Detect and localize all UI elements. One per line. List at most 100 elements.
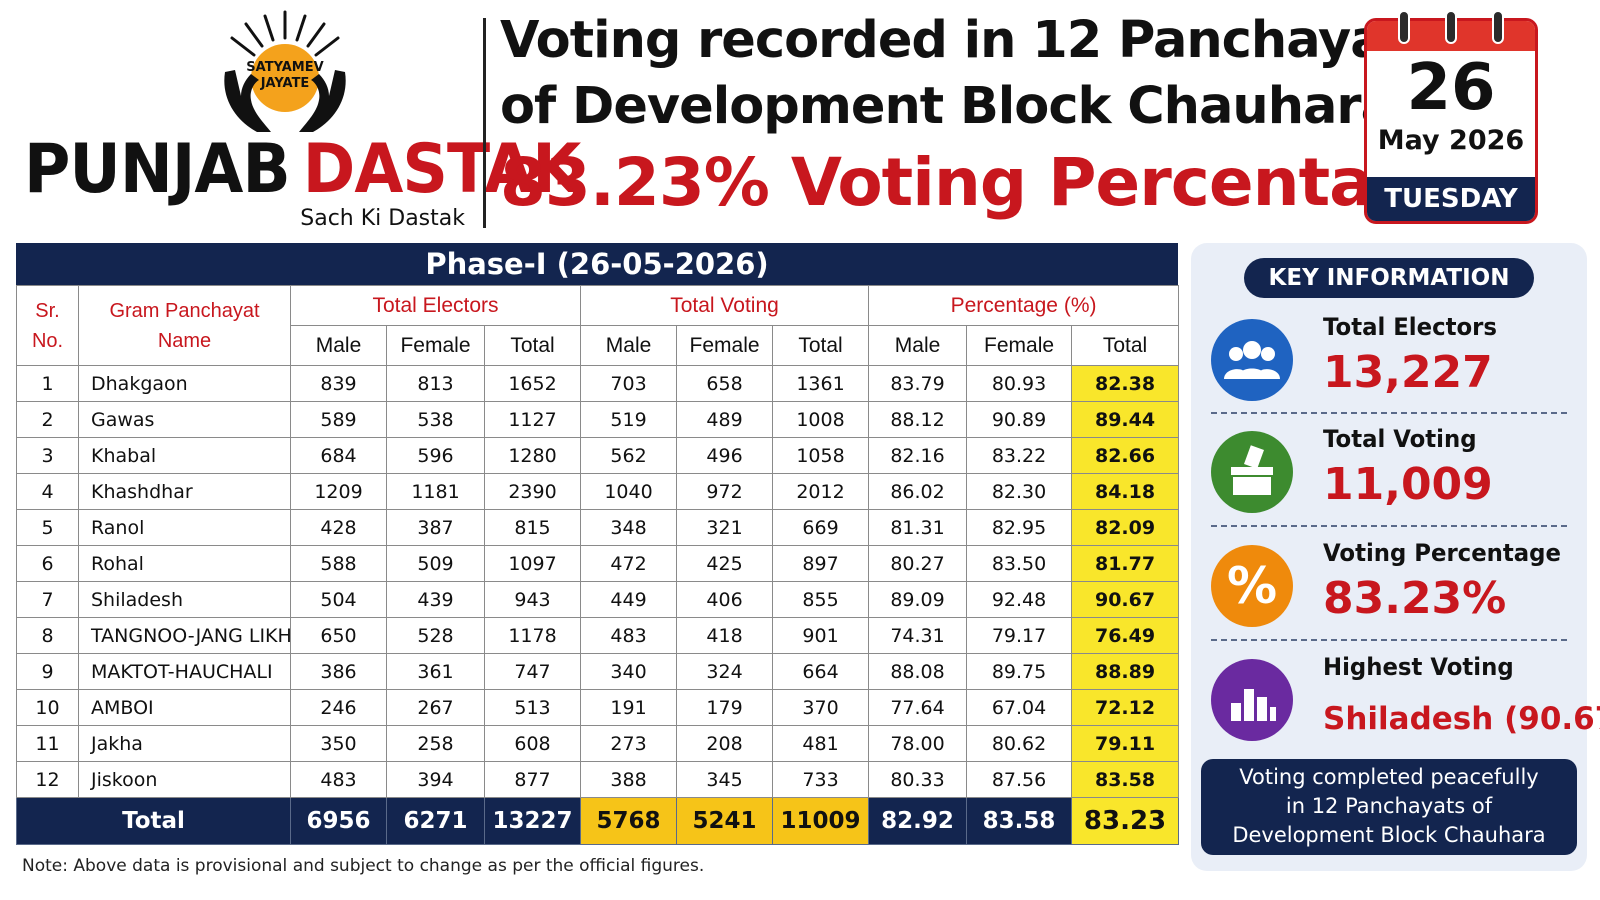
- cell-pct-total: 82.66: [1071, 437, 1180, 474]
- cell-pct-total: 83.58: [1071, 761, 1180, 798]
- divider: [1211, 525, 1567, 527]
- bar-chart-icon: [1211, 659, 1293, 741]
- total-pct-female: 83.58: [966, 797, 1073, 845]
- cell-electors-male: 504: [290, 581, 387, 618]
- cell-panchayat-name: Jiskoon: [78, 761, 291, 798]
- table-row: 12 Jiskoon 483 394 877 388 345 733 80.33 87.56 83.…: [16, 761, 1180, 798]
- cell-electors-male: 350: [290, 725, 387, 762]
- cell-pct-female: 89.75: [966, 653, 1073, 690]
- cell-electors-male: 246: [290, 689, 387, 726]
- cell-electors-total: 1652: [483, 365, 582, 402]
- table-row: 4 Khashdhar 1209 1181 2390 1040 972 2012 86.02 82…: [16, 473, 1180, 510]
- completion-message: Voting completed peacefully in 12 Pancha…: [1201, 759, 1577, 855]
- completion-message-line-3: Development Block Chauhara: [1232, 823, 1546, 847]
- cell-voting-total: 664: [772, 653, 870, 690]
- header-electors-total: Total: [483, 325, 582, 366]
- headline-line-1: Voting recorded in 12 Panchayats: [500, 11, 1437, 70]
- cell-sr-no: 2: [16, 401, 79, 438]
- cell-voting-male: 472: [580, 545, 678, 582]
- cell-voting-female: 345: [676, 761, 774, 798]
- cell-electors-female: 813: [386, 365, 485, 402]
- header-pct-female: Female: [966, 325, 1073, 366]
- total-voting-female: 5241: [676, 797, 774, 845]
- sun-hands-emblem-icon: [224, 10, 346, 132]
- completion-message-line-2: in 12 Panchayats of: [1285, 794, 1493, 818]
- key-info-title: KEY INFORMATION: [1244, 258, 1534, 298]
- cell-voting-female: 418: [676, 617, 774, 654]
- key-item-value: 11,009: [1323, 459, 1493, 510]
- cell-pct-total: 79.11: [1071, 725, 1180, 762]
- headline-line-2: of Development Block Chauhara: [500, 77, 1395, 136]
- cell-electors-female: 538: [386, 401, 485, 438]
- cell-sr-no: 12: [16, 761, 79, 798]
- cell-electors-total: 747: [483, 653, 582, 690]
- table-row: 1 Dhakgaon 839 813 1652 703 658 1361 83.79 80.93 8…: [16, 365, 1180, 402]
- cell-pct-female: 82.95: [966, 509, 1073, 546]
- cell-pct-male: 83.79: [868, 365, 968, 402]
- cell-electors-female: 267: [386, 689, 485, 726]
- total-pct-male: 82.92: [868, 797, 968, 845]
- table-total-row: Total 6956 6271 13227 5768 5241 11009 82…: [16, 797, 1180, 845]
- cell-voting-female: 208: [676, 725, 774, 762]
- cell-electors-female: 387: [386, 509, 485, 546]
- headline-percentage: 83.23% Voting Percentage: [500, 144, 1464, 221]
- total-label: Total: [16, 797, 291, 845]
- key-item-total-electors: Total Electors 13,227: [1211, 313, 1567, 413]
- cell-pct-male: 88.08: [868, 653, 968, 690]
- cell-pct-female: 83.22: [966, 437, 1073, 474]
- cell-sr-no: 8: [16, 617, 79, 654]
- key-item-label: Total Electors: [1323, 313, 1497, 341]
- cell-electors-total: 513: [483, 689, 582, 726]
- tagline: Sach Ki Dastak: [300, 206, 465, 231]
- cell-electors-male: 386: [290, 653, 387, 690]
- cell-panchayat-name: AMBOI: [78, 689, 291, 726]
- cell-electors-total: 1178: [483, 617, 582, 654]
- cell-pct-female: 80.62: [966, 725, 1073, 762]
- header-electors-female: Female: [386, 325, 485, 366]
- cell-electors-male: 1209: [290, 473, 387, 510]
- cell-electors-total: 943: [483, 581, 582, 618]
- key-item-value: 83.23%: [1323, 573, 1507, 624]
- table-row: 2 Gawas 589 538 1127 519 489 1008 88.12 90.89 89.4…: [16, 401, 1180, 438]
- cell-pct-female: 79.17: [966, 617, 1073, 654]
- cell-electors-male: 588: [290, 545, 387, 582]
- header-voting-female: Female: [676, 325, 774, 366]
- calendar-weekday: TUESDAY: [1367, 177, 1535, 221]
- table-row: 10 AMBOI 246 267 513 191 179 370 77.64 67.04 72.12: [16, 689, 1180, 726]
- header-total-voting: Total Voting: [580, 285, 870, 326]
- cell-panchayat-name: TANGNOO-JANG LIKH: [78, 617, 291, 654]
- cell-pct-female: 90.89: [966, 401, 1073, 438]
- header-name: Gram Panchayat Name: [78, 285, 291, 366]
- cell-sr-no: 9: [16, 653, 79, 690]
- header-pct-total: Total: [1071, 325, 1180, 366]
- cell-electors-male: 839: [290, 365, 387, 402]
- header-total-electors: Total Electors: [289, 285, 582, 326]
- cell-pct-total: 82.38: [1071, 365, 1180, 402]
- cell-panchayat-name: Dhakgaon: [78, 365, 291, 402]
- cell-panchayat-name: Rohal: [78, 545, 291, 582]
- logo: SATYAMEV JAYATE PUNJAB DASTAK Sach Ki Das…: [20, 8, 581, 233]
- cell-electors-female: 1181: [386, 473, 485, 510]
- cell-pct-total: 76.49: [1071, 617, 1180, 654]
- cell-voting-total: 855: [772, 581, 870, 618]
- cell-voting-total: 901: [772, 617, 870, 654]
- completion-message-line-1: Voting completed peacefully: [1239, 765, 1539, 789]
- cell-pct-male: 80.33: [868, 761, 968, 798]
- calendar-ring-icon: [1398, 10, 1410, 44]
- cell-electors-female: 361: [386, 653, 485, 690]
- key-item-total-voting: Total Voting 11,009: [1211, 425, 1567, 525]
- total-electors-male: 6956: [290, 797, 387, 845]
- cell-voting-total: 669: [772, 509, 870, 546]
- header-divider: [483, 18, 486, 228]
- cell-electors-total: 608: [483, 725, 582, 762]
- cell-pct-total: 88.89: [1071, 653, 1180, 690]
- cell-sr-no: 10: [16, 689, 79, 726]
- cell-pct-female: 82.30: [966, 473, 1073, 510]
- cell-sr-no: 6: [16, 545, 79, 582]
- cell-voting-total: 370: [772, 689, 870, 726]
- cell-voting-male: 519: [580, 401, 678, 438]
- table-row: 7 Shiladesh 504 439 943 449 406 855 89.09 92.48 90…: [16, 581, 1180, 618]
- cell-voting-male: 340: [580, 653, 678, 690]
- cell-pct-total: 72.12: [1071, 689, 1180, 726]
- cell-electors-male: 650: [290, 617, 387, 654]
